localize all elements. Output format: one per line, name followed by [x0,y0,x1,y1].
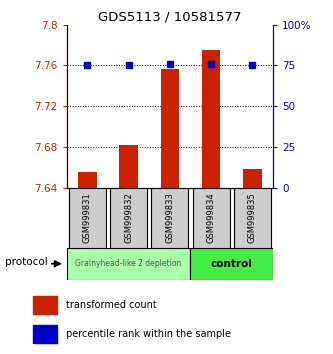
Bar [234,188,271,248]
Bar [67,248,190,280]
Bar [78,172,97,188]
Bar [192,188,230,248]
Text: GSM999831: GSM999831 [83,192,92,243]
Bar [33,296,57,314]
Text: GSM999834: GSM999834 [206,192,216,243]
Bar [243,169,262,188]
Bar [33,325,57,343]
Bar [110,188,147,248]
Bar [151,188,188,248]
Text: control: control [211,259,253,269]
Bar [202,50,220,188]
Text: percentile rank within the sample: percentile rank within the sample [66,329,230,339]
Bar [119,145,138,188]
Bar [161,69,179,188]
Text: transformed count: transformed count [66,299,157,310]
Text: GSM999833: GSM999833 [165,192,174,243]
Text: Grainyhead-like 2 depletion: Grainyhead-like 2 depletion [75,259,182,268]
Text: protocol: protocol [5,257,47,267]
Bar [190,248,273,280]
Text: GSM999835: GSM999835 [248,192,257,243]
Text: GSM999832: GSM999832 [124,192,133,243]
Bar [69,188,106,248]
Title: GDS5113 / 10581577: GDS5113 / 10581577 [98,11,241,24]
